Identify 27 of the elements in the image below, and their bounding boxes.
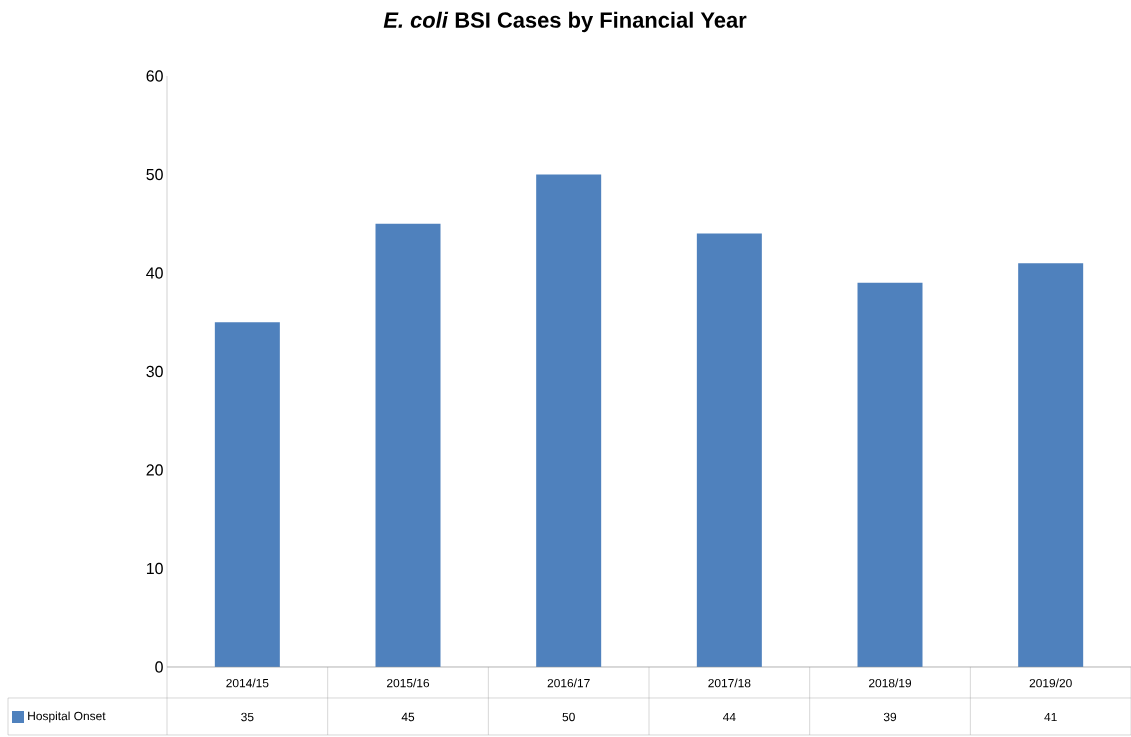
x-tick-label: 2017/18 [708, 678, 751, 688]
data-label: 45 [401, 712, 415, 722]
y-tick-label: 20 [146, 464, 163, 476]
legend-label: Hospital Onset [28, 711, 106, 723]
y-tick-label: 50 [146, 168, 163, 181]
y-tick-label: 40 [146, 267, 163, 279]
y-tick-label: 60 [146, 70, 163, 82]
bar [214, 322, 280, 667]
bar [375, 223, 441, 667]
x-tick-label: 2014/15 [226, 678, 269, 688]
x-tick-label: 2018/19 [869, 678, 912, 688]
x-tick-label: 2015/16 [387, 678, 430, 688]
x-tick-label: 2016/17 [547, 678, 590, 688]
bar [1018, 263, 1084, 667]
data-label: 39 [883, 712, 897, 722]
bar [696, 233, 762, 667]
bar [857, 282, 923, 667]
data-label: 41 [1044, 712, 1057, 722]
data-label: 50 [562, 712, 575, 722]
data-label: 44 [722, 712, 736, 722]
y-tick-label: 10 [146, 562, 163, 575]
data-label: 35 [241, 712, 254, 722]
bar [536, 174, 602, 667]
chart-title: E. coli BSI Cases by Financial Year [383, 11, 747, 33]
x-tick-label: 2019/20 [1029, 678, 1072, 688]
y-tick-label: 0 [155, 661, 163, 673]
y-tick-label: 30 [146, 365, 163, 378]
